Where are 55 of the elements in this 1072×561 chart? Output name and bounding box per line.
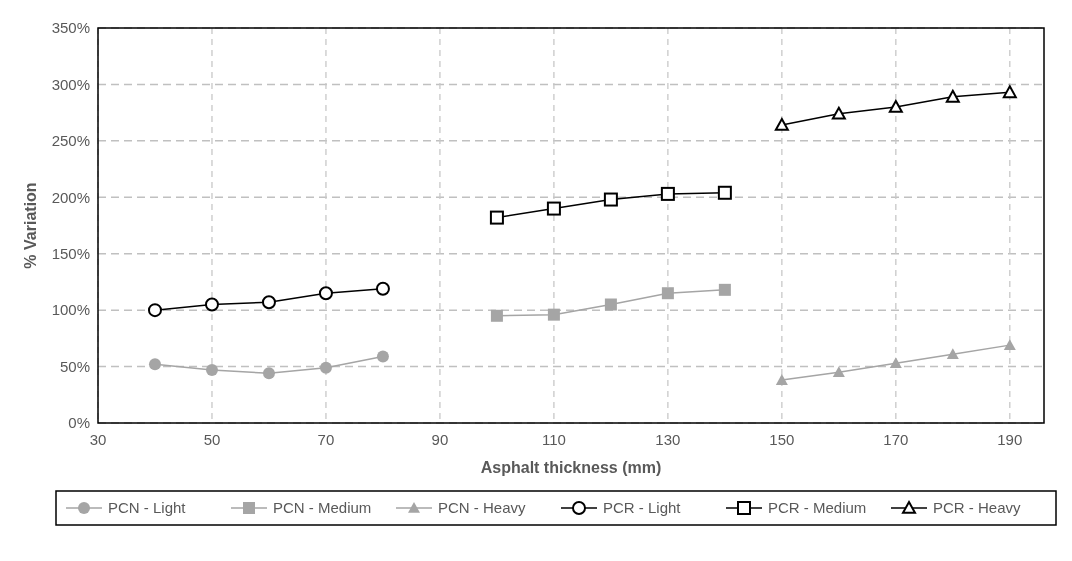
point [832,366,845,378]
point [775,374,788,385]
point [546,201,561,216]
y-tick-label: 150% [51,244,90,262]
y-tick-label: 50% [59,357,90,375]
point [717,185,732,200]
legend-label: PCR - Medium [768,499,867,517]
point [718,283,731,296]
point [547,308,560,321]
y-tick-label: 0% [68,414,90,432]
point [945,89,960,103]
x-tick-label: 50 [203,431,221,448]
point [204,297,219,312]
x-tick-label: 110 [541,431,566,448]
point [489,210,504,225]
point [888,100,903,113]
legend-label: PCR - Light [603,499,682,517]
x-tick-label: 90 [431,431,449,448]
point [660,186,675,201]
x-axis-title: Asphalt thickness (mm) [480,459,662,476]
x-tick-label: 30 [89,431,107,448]
x-tick-label: 190 [997,431,1023,448]
point [148,358,161,371]
point [889,357,902,368]
point [661,287,674,300]
point [375,281,390,296]
legend-label: PCR - Heavy [933,499,1022,517]
point [318,286,333,301]
point [831,106,846,120]
point [603,192,618,207]
point [946,348,959,359]
x-tick-label: 70 [317,431,335,448]
point [376,350,389,363]
point [205,363,218,376]
point [319,361,332,374]
y-tick-label: 350% [51,19,90,37]
y-tick-label: 100% [51,301,90,319]
point [490,309,503,322]
point [262,367,275,380]
x-tick-label: 130 [655,431,681,448]
point [1003,339,1016,350]
point [147,303,162,318]
legend-label: PCN - Medium [273,499,372,517]
y-axis-title: % Variation [22,182,39,269]
y-tick-label: 250% [51,132,90,150]
point [261,295,276,310]
x-tick-label: 150 [769,431,795,448]
point [774,118,789,131]
x-tick-label: 170 [883,431,909,448]
legend-label: PCN - Heavy [438,499,527,517]
point [1002,85,1017,99]
y-tick-label: 300% [51,75,90,93]
legend-label: PCN - Light [108,499,187,517]
point [604,298,617,311]
y-tick-label: 200% [51,188,90,206]
